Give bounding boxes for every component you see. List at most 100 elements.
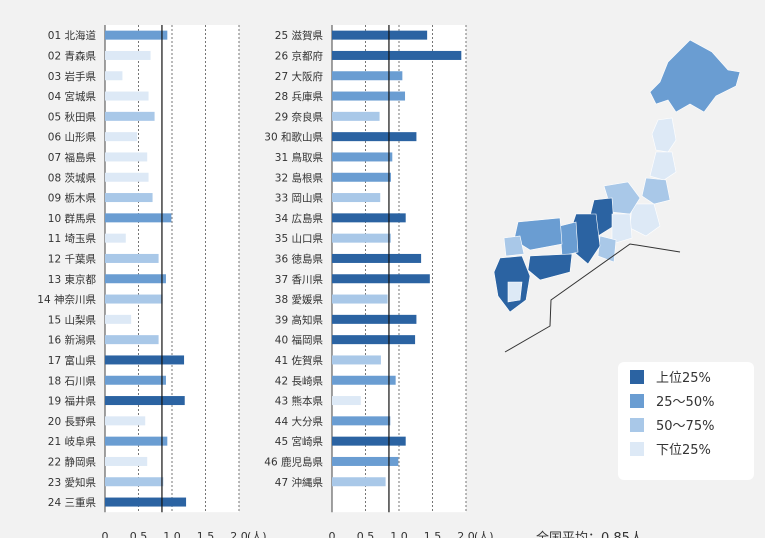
bar-18 bbox=[105, 375, 166, 385]
map-aomori bbox=[651, 117, 677, 153]
category-label: 18 石川県 bbox=[48, 375, 97, 387]
category-label: 22 静岡県 bbox=[48, 455, 97, 468]
legend-label: 50～75% bbox=[656, 419, 714, 434]
category-label: 05 秋田県 bbox=[48, 110, 97, 123]
category-label: 01 北海道 bbox=[48, 29, 97, 42]
bar-07 bbox=[105, 152, 148, 162]
category-label: 12 千葉県 bbox=[48, 252, 97, 265]
x-tick-label: 2.0 bbox=[457, 530, 475, 538]
bar-16 bbox=[105, 335, 159, 345]
category-label: 46 鹿児島県 bbox=[264, 455, 323, 468]
bar-45 bbox=[332, 436, 406, 446]
category-label: 08 茨城県 bbox=[48, 171, 97, 184]
bar-34 bbox=[332, 213, 406, 223]
category-label: 42 長崎県 bbox=[275, 374, 324, 387]
bar-21 bbox=[105, 436, 168, 446]
bar-41 bbox=[332, 355, 381, 365]
bar-42 bbox=[332, 375, 396, 385]
category-label: 26 京都府 bbox=[275, 49, 323, 62]
bar-20 bbox=[105, 416, 146, 426]
legend-box bbox=[618, 362, 754, 480]
bar-46 bbox=[332, 456, 399, 466]
bar-38 bbox=[332, 294, 388, 304]
category-label: 17 富山県 bbox=[48, 354, 97, 367]
x-tick-label: 1.0 bbox=[163, 530, 181, 538]
category-label: 10 群馬県 bbox=[48, 212, 97, 225]
bar-27 bbox=[332, 71, 403, 81]
bar-40 bbox=[332, 335, 416, 345]
x-tick-label: 1.5 bbox=[424, 530, 442, 538]
bar-44 bbox=[332, 416, 391, 426]
map-hyogo bbox=[559, 221, 579, 257]
bar-26 bbox=[332, 50, 462, 60]
x-tick-label: 0 bbox=[329, 530, 336, 538]
category-label: 43 熊本県 bbox=[275, 395, 324, 408]
category-label: 30 和歌山県 bbox=[264, 131, 323, 144]
bar-19 bbox=[105, 396, 185, 406]
legend-swatch bbox=[630, 418, 644, 432]
category-label: 04 宮城県 bbox=[48, 90, 97, 103]
legend-label: 上位25% bbox=[656, 371, 711, 386]
category-label: 16 新潟県 bbox=[48, 334, 97, 347]
bar-14 bbox=[105, 294, 163, 304]
map-tohoku-south bbox=[641, 177, 671, 205]
category-label: 14 神奈川県 bbox=[37, 293, 96, 306]
average-text: 全国平均：0.85人 bbox=[536, 530, 643, 538]
bar-33 bbox=[332, 193, 381, 203]
category-label: 20 長野県 bbox=[48, 416, 97, 428]
x-unit-label: (人) bbox=[474, 530, 494, 538]
category-label: 45 宮崎県 bbox=[275, 435, 324, 448]
legend-label: 下位25% bbox=[656, 443, 711, 458]
category-label: 06 山形県 bbox=[48, 132, 97, 144]
bar-30 bbox=[332, 132, 417, 142]
bar-01 bbox=[105, 30, 168, 40]
category-label: 33 岡山県 bbox=[275, 193, 324, 205]
bar-17 bbox=[105, 355, 185, 365]
bar-12 bbox=[105, 253, 159, 263]
category-label: 41 佐賀県 bbox=[275, 354, 324, 367]
bar-10 bbox=[105, 213, 172, 223]
category-label: 23 愛知県 bbox=[48, 476, 97, 489]
x-tick-label: 1.5 bbox=[197, 530, 215, 538]
legend-label: 25～50% bbox=[656, 395, 714, 410]
legend-swatch bbox=[630, 394, 644, 408]
bar-04 bbox=[105, 91, 149, 101]
category-label: 35 山口県 bbox=[275, 233, 324, 245]
x-tick-label: 0 bbox=[102, 530, 109, 538]
x-tick-label: 0.5 bbox=[130, 530, 148, 538]
category-label: 29 奈良県 bbox=[275, 110, 324, 123]
bar-08 bbox=[105, 172, 149, 182]
category-label: 03 岩手県 bbox=[48, 70, 97, 83]
bar-22 bbox=[105, 456, 148, 466]
category-label: 07 福島県 bbox=[48, 151, 97, 164]
map-kumamoto bbox=[507, 281, 523, 303]
bar-31 bbox=[332, 152, 393, 162]
bar-05 bbox=[105, 111, 155, 121]
bar-06 bbox=[105, 132, 138, 142]
map-shikoku bbox=[527, 253, 573, 281]
category-label: 25 滋賀県 bbox=[275, 29, 324, 42]
category-label: 47 沖縄県 bbox=[275, 476, 324, 489]
map-yamaguchi bbox=[503, 235, 525, 257]
x-unit-label: (人) bbox=[247, 530, 267, 538]
bar-24 bbox=[105, 497, 187, 507]
x-tick-label: 0.5 bbox=[357, 530, 375, 538]
category-label: 13 東京都 bbox=[48, 273, 97, 286]
bar-35 bbox=[332, 233, 391, 243]
category-label: 21 岐阜県 bbox=[48, 435, 97, 448]
bar-02 bbox=[105, 50, 151, 60]
bar-25 bbox=[332, 30, 428, 40]
bar-29 bbox=[332, 111, 380, 121]
category-label: 38 愛媛県 bbox=[275, 293, 324, 306]
bar-23 bbox=[105, 477, 164, 487]
bar-09 bbox=[105, 193, 153, 203]
bar-11 bbox=[105, 233, 126, 243]
bar-03 bbox=[105, 71, 123, 81]
category-label: 32 島根県 bbox=[275, 171, 324, 184]
bar-32 bbox=[332, 172, 391, 182]
bar-43 bbox=[332, 396, 361, 406]
bar-15 bbox=[105, 314, 132, 324]
category-label: 39 高知県 bbox=[275, 313, 324, 326]
japan-map bbox=[493, 39, 741, 313]
category-label: 02 青森県 bbox=[48, 49, 97, 62]
